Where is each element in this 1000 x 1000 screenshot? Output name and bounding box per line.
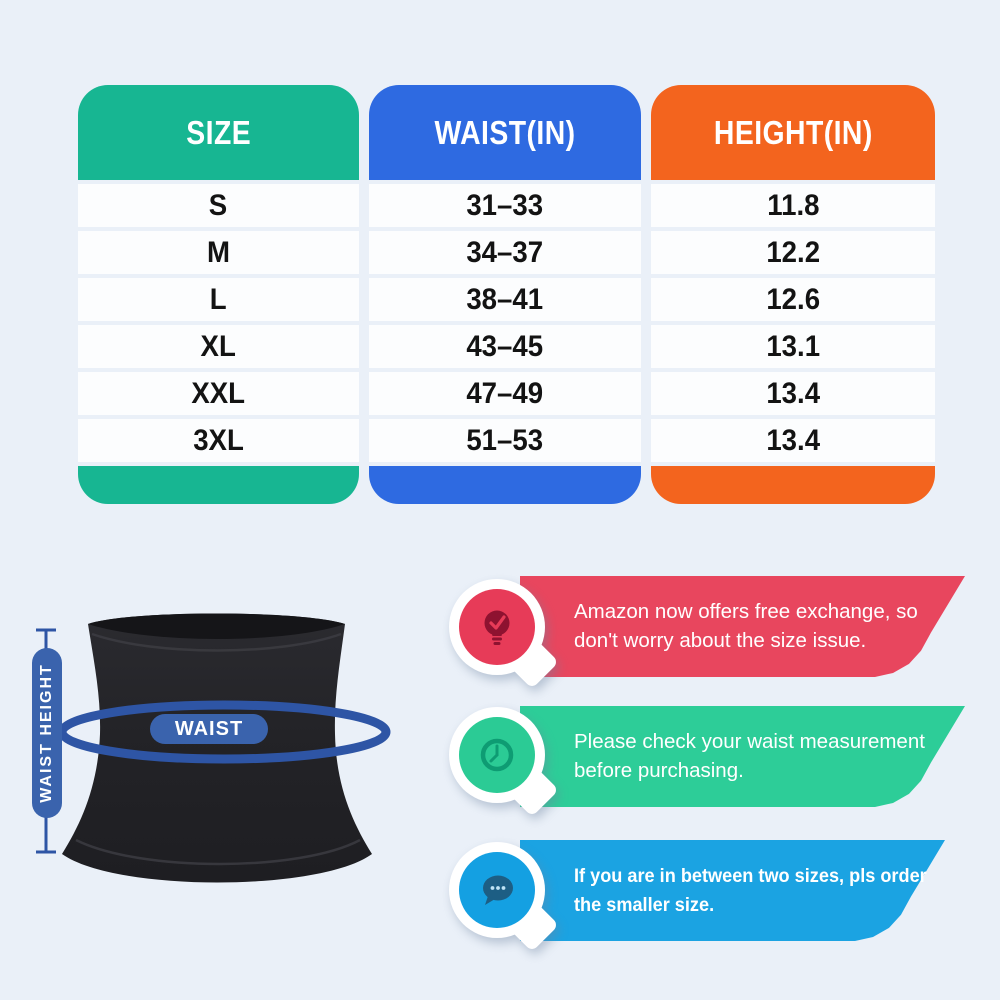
waist-trainer-illustration <box>36 613 391 883</box>
clock-icon <box>480 738 514 772</box>
waist-label: WAIST <box>174 717 244 740</box>
waist-label-pill: WAIST <box>150 714 268 744</box>
table-cell-height: 12.2 <box>651 231 935 274</box>
size-chart-table: SIZE S M L XL XXL 3XL WAIST(IN) 31–33 34… <box>78 85 935 504</box>
chat-badge <box>449 842 559 952</box>
ribbon-background <box>520 706 965 807</box>
table-cell-waist: 31–33 <box>369 184 641 227</box>
table-cell-height: 13.4 <box>651 372 935 415</box>
callout-text: Please check your waist measurement befo… <box>574 730 925 782</box>
table-cell-waist: 38–41 <box>369 278 641 321</box>
column-header-waist: WAIST(IN) <box>369 85 641 180</box>
column-header-height: HEIGHT(IN) <box>651 85 935 180</box>
table-cell-waist: 43–45 <box>369 325 641 368</box>
table-cell-size: L <box>78 278 359 321</box>
waist-trainer-diagram: WAIST WAIST HEIGHT <box>20 600 440 900</box>
table-cell-size: XXL <box>78 372 359 415</box>
column-footer-bar-orange <box>651 466 935 504</box>
trainer-opening <box>88 613 345 639</box>
table-cell-waist: 51–53 <box>369 419 641 462</box>
column-footer-bar-green <box>78 466 359 504</box>
trainer-hem-seam <box>75 838 361 866</box>
ribbon-background <box>520 840 945 941</box>
table-cell-size: S <box>78 184 359 227</box>
trainer-body <box>62 613 372 883</box>
table-cell-size: 3XL <box>78 419 359 462</box>
table-cell-waist: 34–37 <box>369 231 641 274</box>
chat-bubble-icon <box>483 875 513 905</box>
column-header-waist-label: WAIST(IN) <box>434 113 576 151</box>
waist-height-label-pill: WAIST HEIGHT <box>32 648 62 818</box>
height-column: HEIGHT(IN) 11.8 12.2 12.6 13.1 13.4 13.4 <box>651 85 935 504</box>
lightbulb-check-icon <box>484 610 510 645</box>
table-cell-height: 13.4 <box>651 419 935 462</box>
table-cell-height: 13.1 <box>651 325 935 368</box>
table-cell-height: 12.6 <box>651 278 935 321</box>
callout-text: If you are in between two sizes, pls ord… <box>574 865 927 916</box>
callout-ribbon-between-sizes: If you are in between two sizes, pls ord… <box>520 840 945 941</box>
column-header-size-label: SIZE <box>186 113 251 151</box>
trainer-top-seam <box>91 632 342 652</box>
clock-badge <box>449 707 559 817</box>
waist-measure-ring <box>57 700 391 764</box>
callout-ribbon-check-measurement: Please check your waist measurement befo… <box>520 706 965 807</box>
waist-height-label: WAIST HEIGHT <box>38 663 55 803</box>
column-header-size: SIZE <box>78 85 359 180</box>
lightbulb-badge <box>449 579 559 689</box>
table-cell-height: 11.8 <box>651 184 935 227</box>
waist-column: WAIST(IN) 31–33 34–37 38–41 43–45 47–49 … <box>369 85 641 504</box>
ribbon-background <box>520 576 965 677</box>
table-cell-size: M <box>78 231 359 274</box>
callout-text: Amazon now offers free exchange, so don'… <box>574 600 918 652</box>
column-header-height-label: HEIGHT(IN) <box>713 113 873 151</box>
callout-ribbon-free-exchange: Amazon now offers free exchange, so don'… <box>520 576 965 677</box>
table-cell-waist: 47–49 <box>369 372 641 415</box>
size-column: SIZE S M L XL XXL 3XL <box>78 85 359 504</box>
table-cell-size: XL <box>78 325 359 368</box>
column-footer-bar-blue <box>369 466 641 504</box>
